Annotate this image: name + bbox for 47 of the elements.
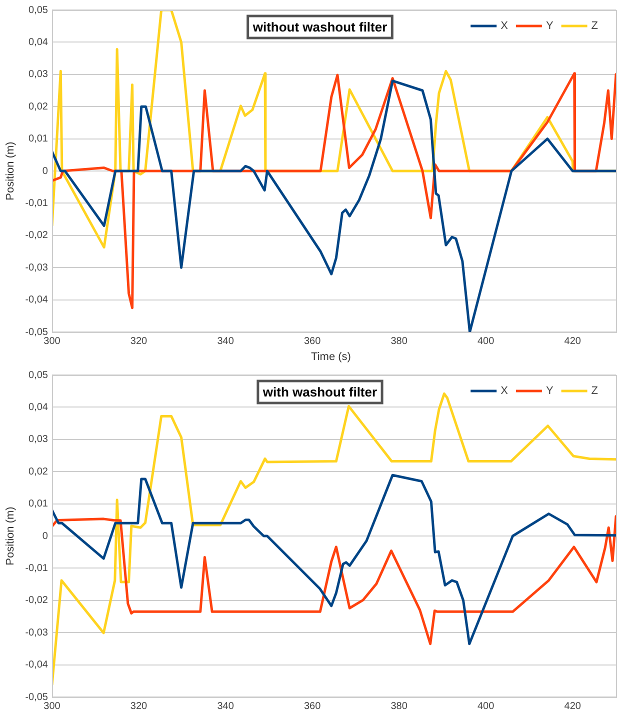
y-tick-label: 0,03 (28, 69, 48, 80)
y-tick-label: 0,05 (28, 4, 48, 16)
legend-label: Z (591, 385, 598, 398)
y-tick-label: -0,03 (25, 627, 48, 638)
y-tick-label: 0,05 (28, 370, 48, 381)
y-tick-label: -0,01 (25, 562, 48, 574)
y-axis-title: Position (m) (4, 142, 17, 200)
text: with washout filter (262, 384, 378, 400)
x-tick-label: 360 (304, 700, 322, 712)
y-tick-label: -0,05 (25, 692, 48, 703)
x-tick-label: 300 (44, 700, 61, 712)
legend-label: X (500, 385, 509, 398)
x-tick-label: 300 (44, 336, 61, 347)
y-tick-label: -0,05 (25, 326, 48, 338)
y-tick-label: -0,03 (25, 262, 48, 274)
y-tick-label: 0,02 (28, 101, 48, 112)
legend-label: X (500, 20, 509, 32)
x-tick-label: 400 (478, 336, 495, 347)
y-tick-label: -0,02 (25, 595, 48, 606)
y-tick-label: 0,02 (28, 466, 48, 478)
y-tick-label: 0,01 (28, 134, 48, 145)
x-tick-label: 380 (390, 336, 408, 347)
x-tick-label: 340 (217, 336, 234, 347)
text: without washout filter (252, 20, 388, 35)
x-tick-label: 340 (217, 700, 234, 712)
x-axis-title: Time (s) (310, 350, 352, 365)
x-tick-label: 320 (130, 336, 148, 347)
y-tick-label: 0 (42, 166, 48, 177)
x-tick-label: 320 (130, 700, 148, 712)
y-tick-label: 0,04 (28, 402, 48, 413)
x-tick-label: 420 (564, 336, 582, 347)
legend-label: Y (546, 20, 554, 32)
y-tick-label: 0,04 (28, 36, 48, 48)
x-tick-label: 400 (478, 700, 495, 712)
legend-label: Z (591, 20, 598, 32)
legend-label: Y (546, 385, 554, 398)
y-tick-label: -0,04 (25, 660, 48, 671)
x-tick-label: 420 (564, 700, 582, 712)
y-axis-title: Position (m) (4, 506, 17, 566)
y-tick-label: 0 (42, 530, 48, 542)
x-tick-label: 360 (304, 336, 322, 347)
y-tick-label: 0,01 (28, 498, 48, 510)
x-tick-label: 380 (390, 700, 408, 712)
y-tick-label: -0,01 (25, 198, 48, 209)
y-tick-label: 0,03 (28, 434, 48, 446)
y-tick-label: -0,04 (25, 294, 48, 306)
y-tick-label: -0,02 (25, 230, 48, 242)
